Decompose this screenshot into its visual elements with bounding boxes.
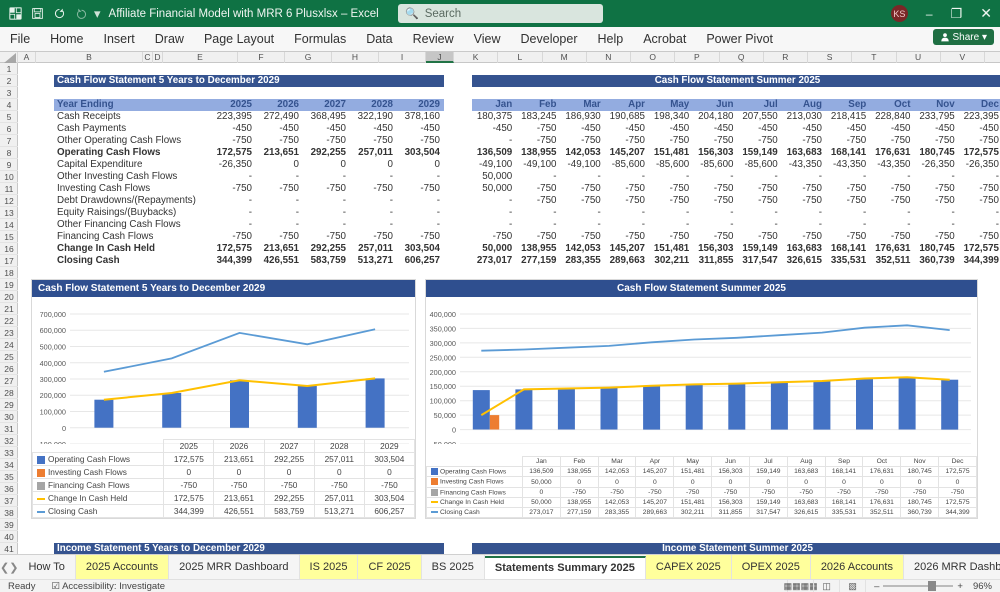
svg-text:700,000: 700,000 [40,310,66,319]
svg-text:350,000: 350,000 [430,324,456,333]
svg-text:100,000: 100,000 [40,408,66,417]
svg-text:0: 0 [62,424,66,433]
svg-text:500,000: 500,000 [40,343,66,352]
svg-text:50,000: 50,000 [434,411,456,420]
svg-text:200,000: 200,000 [40,391,66,400]
svg-text:-50,000: -50,000 [431,440,456,444]
svg-text:600,000: 600,000 [40,326,66,335]
svg-text:300,000: 300,000 [40,375,66,384]
svg-text:150,000: 150,000 [430,382,456,391]
svg-text:300,000: 300,000 [430,339,456,348]
svg-text:0: 0 [452,426,456,435]
svg-text:250,000: 250,000 [430,353,456,362]
svg-text:200,000: 200,000 [430,368,456,377]
svg-text:100,000: 100,000 [430,397,456,406]
svg-text:400,000: 400,000 [430,310,456,319]
svg-text:400,000: 400,000 [40,359,66,368]
